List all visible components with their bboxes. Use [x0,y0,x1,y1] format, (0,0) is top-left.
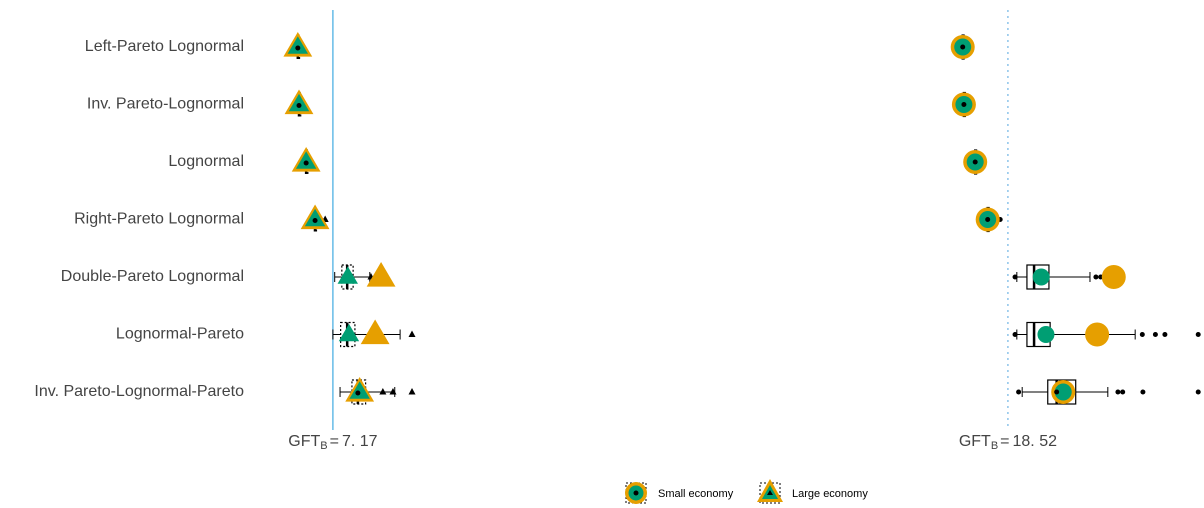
median-dot [295,45,301,51]
outlier [1162,332,1168,337]
legend-label: Large economy [792,488,868,500]
outlier [1093,274,1099,280]
outlier [379,388,387,395]
ref-value: 18. 52 [1013,433,1058,450]
category-label: Inv. Pareto-Lognormal-Pareto [34,383,244,400]
median-dot [960,44,966,50]
legend-marker [633,490,639,496]
category-label: Right-Pareto Lognormal [74,211,244,228]
category-label: Lognormal-Pareto [116,326,244,343]
marker [287,36,309,54]
median-dot [355,390,361,396]
alt-marker [1101,265,1126,289]
ref-value: 7. 17 [342,433,378,450]
outlier [408,388,416,395]
outlier [1016,389,1022,395]
legend-label: Small economy [658,488,734,500]
median-dot [972,159,978,165]
ref-eq: = [330,433,339,450]
median-dot [1054,389,1060,395]
legend-marker [767,490,773,495]
marker [1054,383,1072,401]
category-label: Double-Pareto Lognormal [61,268,244,285]
ref-prefix: GFT [959,433,991,450]
outlier [1012,332,1018,337]
outlier [1195,332,1201,337]
outlier [1152,332,1158,337]
median-dot [303,160,309,166]
alt-marker [1085,322,1110,347]
median-dot [312,218,318,223]
outlier [1115,389,1121,395]
alt-marker [366,262,396,287]
outlier [1120,389,1126,395]
ref-eq: = [1000,433,1009,450]
outlier [1139,332,1145,337]
median-dot [985,217,991,222]
reference-label: GFTB = 18. 52 [959,433,1057,452]
marker [338,323,360,342]
marker [295,151,317,169]
outlier [408,330,416,337]
marker [349,381,370,399]
median-dot [961,102,967,107]
outlier [1195,389,1201,395]
marker [288,93,310,112]
category-label: Left-Pareto Lognormal [85,38,244,55]
marker [1032,268,1050,286]
median-dot [296,103,302,108]
marker [304,208,326,227]
marker [1037,326,1055,343]
outlier [1012,274,1018,280]
outlier [1140,389,1146,395]
ref-prefix: GFT [288,433,320,450]
alt-marker [360,319,390,345]
category-label: Inv. Pareto-Lognormal [87,96,244,113]
ref-sub: B [320,440,327,452]
reference-label: GFTB = 7. 17 [288,433,377,452]
marker [337,266,358,284]
ref-sub: B [991,440,998,452]
category-label: Lognormal [168,153,244,170]
outlier [389,388,397,395]
